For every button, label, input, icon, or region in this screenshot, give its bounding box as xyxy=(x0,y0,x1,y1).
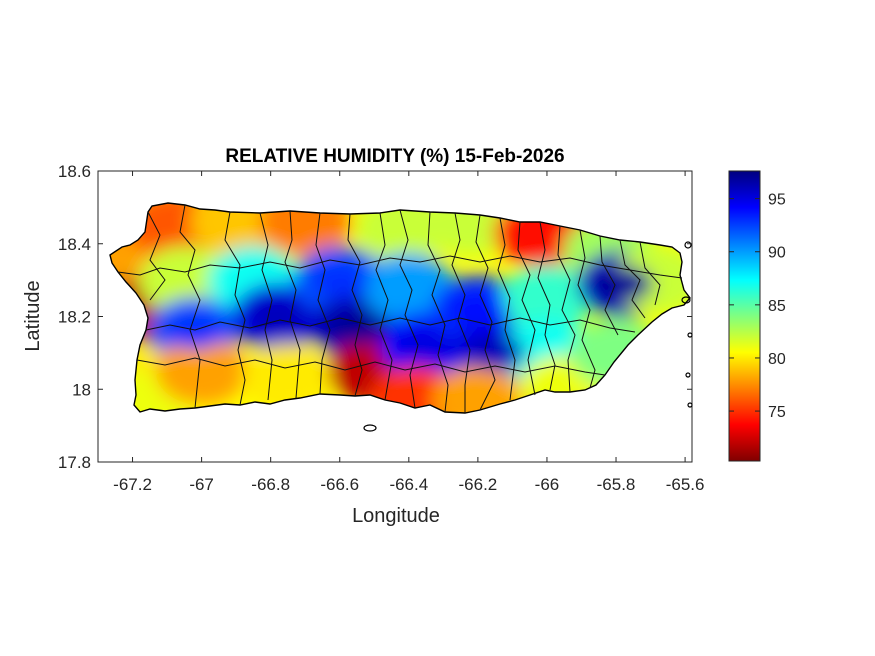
municipality-border xyxy=(284,210,301,399)
x-tick-label: -65.6 xyxy=(666,475,705,494)
humidity-sample xyxy=(431,366,524,413)
municipality-border xyxy=(497,217,516,401)
municipality-border xyxy=(639,241,661,306)
islet xyxy=(363,424,377,432)
chart-title: RELATIVE HUMIDITY (%) 15-Feb-2026 xyxy=(225,146,564,167)
municipality-border xyxy=(136,357,606,376)
x-tick-label: -65.8 xyxy=(597,475,636,494)
municipality-border xyxy=(577,229,596,389)
municipality-border xyxy=(224,211,246,406)
municipality-border xyxy=(427,211,449,413)
municipality-border xyxy=(147,211,166,301)
islet xyxy=(687,402,693,408)
colorbar xyxy=(728,170,761,462)
municipality-border xyxy=(117,255,683,279)
x-tick-label: -66.4 xyxy=(389,475,428,494)
colorbar-tick-label: 90 xyxy=(768,245,786,262)
x-tick-label: -66.6 xyxy=(320,475,359,494)
municipality-borders xyxy=(117,204,683,413)
y-axis: 17.8 18 18.2 18.4 18.6 xyxy=(58,162,692,472)
y-tick-label: 18 xyxy=(72,380,91,399)
municipality-border xyxy=(451,212,471,413)
municipality-border xyxy=(375,212,393,401)
humidity-core xyxy=(309,262,370,299)
x-axis: -67.2 -67 -66.8 -66.6 -66.4 -66.2 -66 -65.8 -65.… xyxy=(113,171,704,494)
municipality-border xyxy=(315,212,331,395)
islet xyxy=(685,372,691,378)
municipality-border xyxy=(557,225,576,393)
colorbar-tick-label: 80 xyxy=(768,351,786,368)
colorbar-ticks: 75 80 85 90 95 xyxy=(729,192,786,421)
y-tick-label: 18.4 xyxy=(58,235,91,254)
islet xyxy=(687,332,693,338)
municipality-border xyxy=(399,209,419,409)
humidity-core xyxy=(164,313,225,350)
humidity-core xyxy=(327,309,388,346)
y-tick-label: 18.2 xyxy=(58,308,91,327)
colorbar-tick-label: 75 xyxy=(768,404,786,421)
x-tick-label: -66 xyxy=(535,475,560,494)
islet xyxy=(684,241,692,249)
y-axis-label: Latitude xyxy=(22,280,44,351)
municipality-border xyxy=(517,221,536,396)
humidity-core xyxy=(592,265,653,302)
municipality-border xyxy=(179,204,201,409)
municipality-border xyxy=(259,212,273,401)
x-tick-label: -67.2 xyxy=(113,475,152,494)
humidity-core xyxy=(396,327,457,364)
islets xyxy=(363,241,693,432)
humidity-core xyxy=(247,298,308,335)
municipality-border xyxy=(537,221,556,391)
municipality-border xyxy=(599,235,619,336)
municipality-border xyxy=(619,239,646,319)
y-tick-label: 18.6 xyxy=(58,162,91,181)
humidity-sample xyxy=(362,253,455,322)
x-tick-label: -66.8 xyxy=(251,475,290,494)
x-axis-label: Longitude xyxy=(352,505,440,527)
municipality-border xyxy=(145,317,636,333)
islet xyxy=(681,296,691,304)
humidity-core xyxy=(465,334,526,371)
colorbar-tick-label: 85 xyxy=(768,298,786,315)
humidity-sample xyxy=(138,246,231,315)
x-tick-label: -66.2 xyxy=(459,475,498,494)
x-tick-label: -67 xyxy=(189,475,214,494)
humidity-sample xyxy=(155,337,248,406)
colorbar-tick-label: 95 xyxy=(768,192,786,209)
island-coastline xyxy=(109,202,691,414)
y-tick-label: 17.8 xyxy=(58,453,91,472)
municipality-border xyxy=(475,214,496,411)
